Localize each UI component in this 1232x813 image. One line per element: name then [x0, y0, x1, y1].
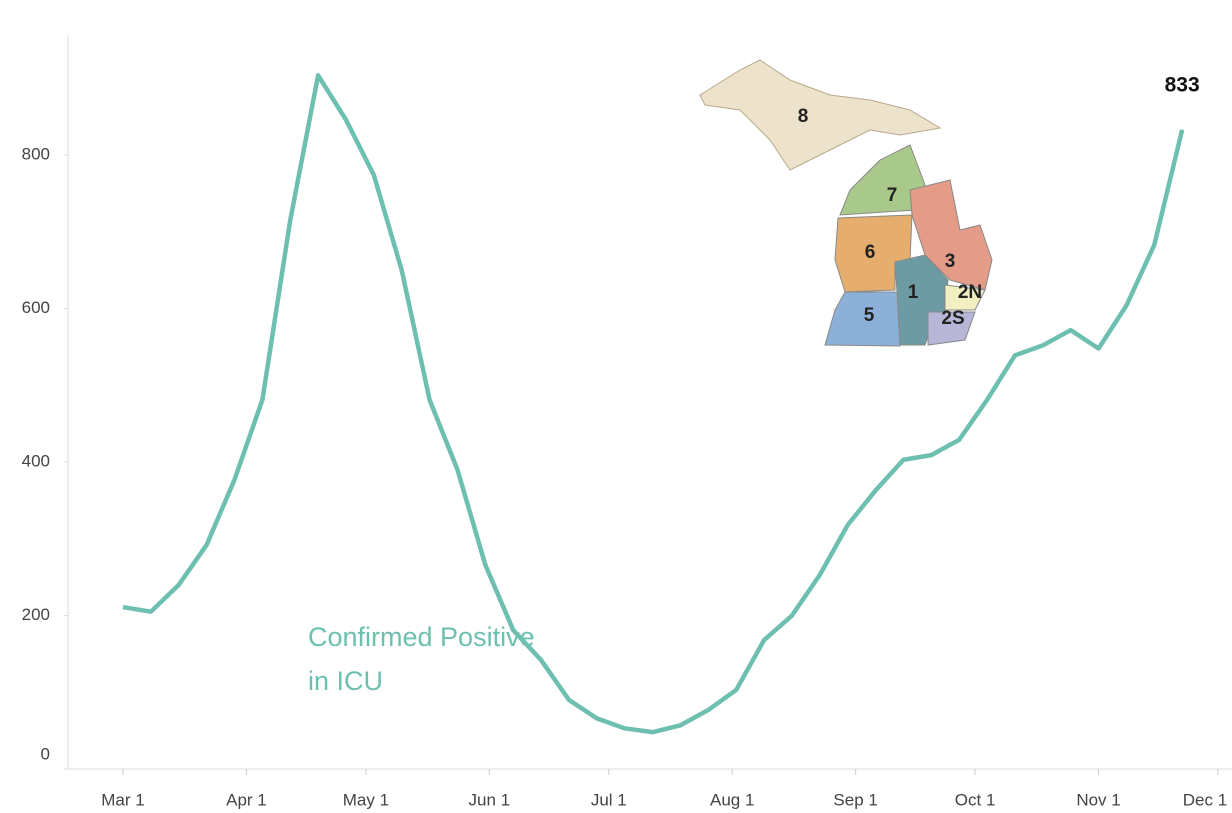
series-label: Confirmed Positive in ICU — [308, 622, 535, 696]
map-label: 1 — [908, 282, 919, 303]
x-tick-label: May 1 — [343, 790, 389, 809]
x-tick-label: Mar 1 — [101, 790, 144, 809]
x-tick-label: Jul 1 — [591, 790, 627, 809]
data-label: 833 — [1165, 73, 1200, 96]
y-tick-label: 600 — [22, 298, 50, 317]
y-tick-label: 200 — [22, 605, 50, 624]
y-tick-label: 400 — [22, 452, 50, 471]
line — [122, 73, 1185, 735]
x-tick-label: Apr 1 — [226, 790, 267, 809]
michigan-map — [699, 59, 993, 347]
map-label: 2S — [941, 308, 964, 329]
x-tick-label: Jun 1 — [469, 790, 511, 809]
map-label: 5 — [864, 305, 875, 326]
x-tick-label: Sep 1 — [833, 790, 877, 809]
y-tick-label: 800 — [22, 145, 50, 164]
map-label: 6 — [865, 242, 876, 263]
map-label: 2N — [958, 282, 982, 303]
x-tick-label: Aug 1 — [710, 790, 754, 809]
y-tick-label: 0 — [41, 744, 50, 763]
x-tick-label: Dec 1 — [1183, 790, 1227, 809]
x-tick-label: Oct 1 — [955, 790, 996, 809]
x-tick-label: Nov 1 — [1076, 790, 1120, 809]
map-label: 7 — [887, 185, 898, 206]
map-label: 8 — [798, 106, 809, 127]
map-label: 3 — [945, 251, 956, 272]
